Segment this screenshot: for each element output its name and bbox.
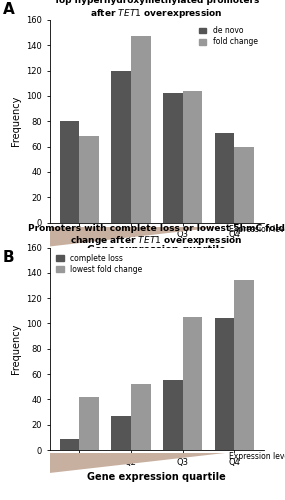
- Bar: [111, 416, 131, 450]
- Text: Expression level: Expression level: [229, 225, 285, 234]
- Polygon shape: [50, 453, 225, 473]
- Bar: [163, 94, 183, 222]
- Y-axis label: Frequency: Frequency: [11, 96, 21, 146]
- Bar: [234, 146, 254, 222]
- Title: Promoters with complete loss or lowest 5hmC fold
change after $\it{TET1}$ overex: Promoters with complete loss or lowest 5…: [28, 224, 285, 248]
- Bar: [79, 136, 99, 222]
- Bar: [79, 397, 99, 450]
- Polygon shape: [50, 226, 225, 246]
- Y-axis label: Frequency: Frequency: [11, 324, 21, 374]
- Bar: [60, 438, 79, 450]
- Bar: [183, 317, 202, 450]
- Text: A: A: [3, 2, 15, 18]
- Bar: [163, 380, 183, 450]
- Bar: [60, 121, 79, 222]
- Text: B: B: [3, 250, 15, 265]
- Bar: [183, 91, 202, 222]
- Bar: [215, 132, 234, 222]
- Legend: de novo, fold change: de novo, fold change: [196, 24, 260, 48]
- Bar: [131, 36, 150, 222]
- Text: Expression level: Expression level: [229, 452, 285, 460]
- X-axis label: Gene expression quartile: Gene expression quartile: [87, 244, 226, 254]
- Bar: [234, 280, 254, 450]
- Bar: [131, 384, 150, 450]
- X-axis label: Gene expression quartile: Gene expression quartile: [87, 472, 226, 482]
- Legend: complete loss, lowest fold change: complete loss, lowest fold change: [54, 252, 144, 276]
- Bar: [111, 70, 131, 223]
- Title: Top hyperhydroxymethylated promoters
after $\it{TET1}$ overexpression: Top hyperhydroxymethylated promoters aft…: [54, 0, 259, 20]
- Bar: [215, 318, 234, 450]
